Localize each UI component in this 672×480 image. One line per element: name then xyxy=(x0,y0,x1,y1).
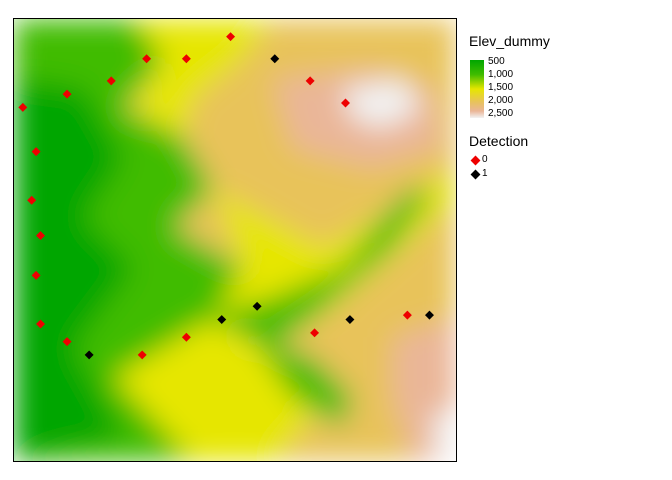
detection-point-1 xyxy=(425,310,434,320)
elevation-map xyxy=(13,18,457,462)
detection-point-0 xyxy=(310,328,320,338)
detection-point-1 xyxy=(345,315,355,325)
elevation-raster xyxy=(14,19,456,461)
elevation-tick-1000: 1,000 xyxy=(488,69,514,80)
detection-legend-title: Detection xyxy=(469,133,529,149)
elevation-tick-1500: 1,500 xyxy=(488,82,514,93)
elevation-legend-title: Elev_dummy xyxy=(469,33,550,49)
detection-point-0 xyxy=(18,102,28,112)
detection-point-0 xyxy=(181,332,191,342)
detection-point-0 xyxy=(402,310,412,320)
elevation-tick-2000: 2,000 xyxy=(488,95,514,106)
detection-point-0 xyxy=(181,54,191,64)
detection-0-marker xyxy=(470,155,481,166)
detection-point-0 xyxy=(62,89,72,99)
detection-point-0 xyxy=(142,54,152,64)
detection-point-0 xyxy=(305,76,315,86)
detection-point-0 xyxy=(62,337,72,347)
detection-point-0 xyxy=(341,98,350,108)
detection-point-0 xyxy=(36,319,45,329)
detection-point-1 xyxy=(252,301,262,311)
detection-point-1 xyxy=(217,315,227,325)
detection-point-1 xyxy=(84,350,94,360)
detection-point-0 xyxy=(226,32,236,42)
detection-point-1 xyxy=(270,54,280,64)
detection-1-marker xyxy=(470,169,481,180)
detection-points xyxy=(18,32,434,360)
detection-point-0 xyxy=(27,195,37,205)
elevation-colorbar xyxy=(470,60,484,118)
detection-point-0 xyxy=(36,231,45,241)
detection-point-0 xyxy=(106,76,116,86)
elevation-tick-500: 500 xyxy=(488,56,505,67)
detection-1-label: 1 xyxy=(482,168,488,179)
elevation-tick-2500: 2,500 xyxy=(488,108,514,119)
detection-0-label: 0 xyxy=(482,154,488,165)
detection-point-0 xyxy=(137,350,147,360)
